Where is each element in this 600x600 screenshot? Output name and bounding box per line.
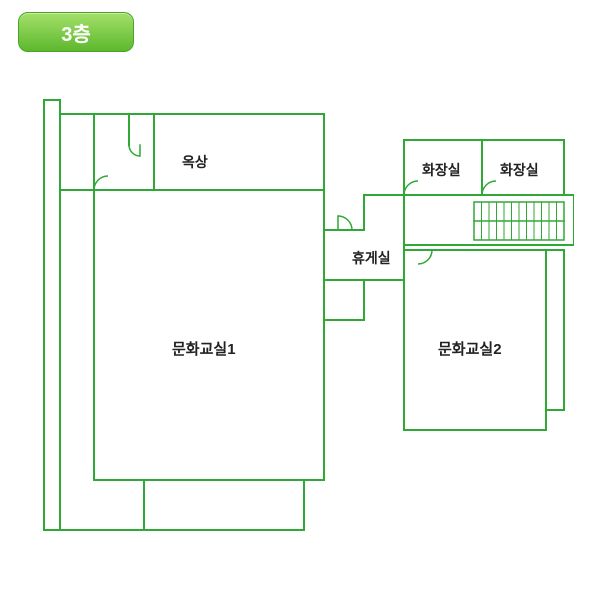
room-label: 화장실 [500,160,539,180]
room-label: 휴게실 [352,248,391,268]
room-label: 문화교실1 [172,338,236,359]
room-label: 문화교실2 [438,338,502,359]
room-label: 화장실 [422,160,461,180]
floor-badge: 3층 [18,12,134,52]
room-label: 옥상 [182,152,208,172]
floorplan-svg [34,90,574,540]
floor-badge-text: 3층 [61,18,91,47]
